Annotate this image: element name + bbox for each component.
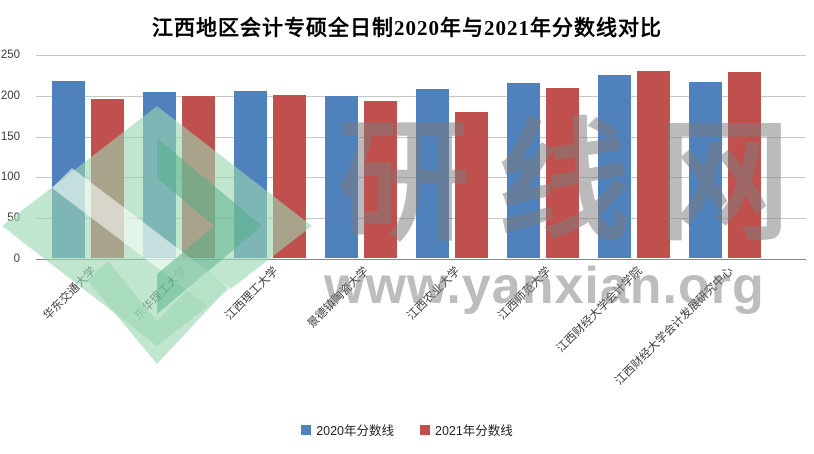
bar-2020年分数线-江西师范大学 — [506, 83, 540, 258]
legend: 2020年分数线 2021年分数线 — [0, 420, 814, 439]
gridline — [36, 259, 806, 260]
x-axis-label: 江西财经大学会计学院 — [554, 265, 645, 355]
legend-label: 2020年分数线 — [316, 424, 394, 438]
bar-2020年分数线-江西理工大学 — [233, 90, 267, 258]
plot-area: 0 50 100 150 200 250 — [1, 49, 806, 265]
x-axis-label: 东华理工大学 — [131, 265, 190, 323]
y-axis-label: 100 — [0, 171, 20, 184]
legend-label: 2021年分数线 — [435, 424, 513, 438]
bar-2021年分数线-江西师范大学 — [545, 88, 579, 258]
y-axis-label: 200 — [0, 89, 20, 102]
chart-title: 江西地区会计专硕全日制2020年与2021年分数线对比 — [152, 16, 662, 40]
bar-2020年分数线-江西财经大学会计发展研究中心 — [688, 81, 722, 258]
y-axis-label: 250 — [0, 49, 20, 61]
bar-2021年分数线-景德镇陶瓷大学 — [363, 100, 397, 258]
bar-2021年分数线-江西农业大学 — [454, 111, 488, 258]
y-axis-label: 50 — [7, 212, 20, 225]
bar-2021年分数线-华东交通大学 — [90, 98, 124, 258]
bar-2021年分数线-江西理工大学 — [272, 94, 306, 258]
x-axis-label: 华东交通大学 — [40, 265, 99, 323]
bar-2021年分数线-江西财经大学会计发展研究中心 — [727, 71, 761, 258]
bar-2020年分数线-华东交通大学 — [51, 80, 85, 258]
x-axis-label: 江西师范大学 — [495, 265, 554, 323]
bar-2021年分数线-江西财经大学会计学院 — [636, 71, 670, 258]
gridline — [36, 55, 806, 56]
bar-2020年分数线-江西农业大学 — [415, 89, 449, 258]
y-axis-label: 0 — [13, 253, 20, 265]
bar-2021年分数线-东华理工大学 — [181, 95, 215, 258]
bar-2020年分数线-东华理工大学 — [142, 91, 176, 258]
x-axis-label: 江西农业大学 — [404, 265, 463, 323]
legend-swatch-icon — [420, 424, 430, 435]
bar-2020年分数线-景德镇陶瓷大学 — [324, 95, 358, 258]
legend-item: 2020年分数线 — [301, 420, 394, 439]
bar-2020年分数线-江西财经大学会计学院 — [597, 75, 631, 258]
legend-item: 2021年分数线 — [420, 420, 513, 439]
x-axis-label: 江西理工大学 — [222, 265, 281, 323]
x-axis-label: 景德镇陶瓷大学 — [305, 265, 372, 331]
y-axis-label: 150 — [0, 130, 20, 143]
legend-swatch-icon — [301, 424, 312, 435]
